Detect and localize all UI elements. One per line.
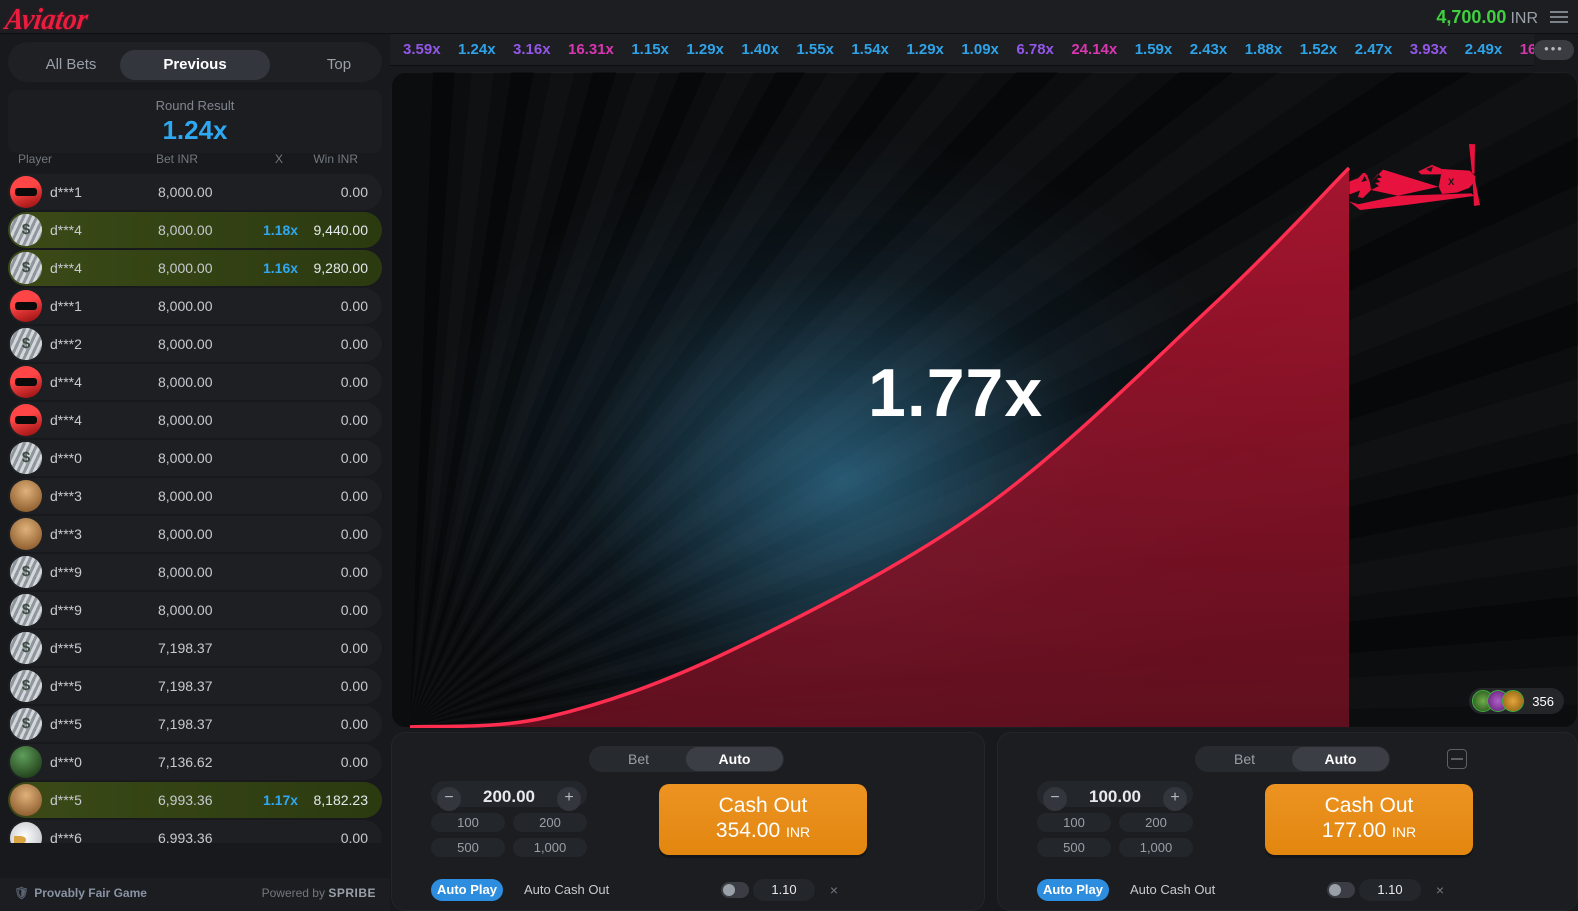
svg-text:X: X	[1448, 177, 1455, 188]
